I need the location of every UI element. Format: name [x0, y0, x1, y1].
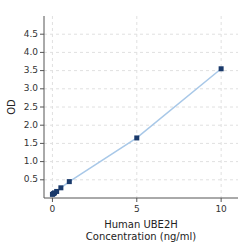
grid-line-y — [44, 70, 238, 71]
grid-line-y — [44, 52, 238, 53]
grid-line-y — [44, 125, 238, 126]
grid-line-y — [44, 143, 238, 144]
tick-y — [40, 179, 44, 180]
grid-line-x — [52, 16, 53, 198]
tick-label-y: 4.0 — [24, 47, 39, 57]
tick-y — [40, 70, 44, 71]
tick-y — [40, 88, 44, 89]
tick-label-x: 5 — [134, 204, 140, 214]
axis-y — [44, 16, 45, 198]
plot-area — [50, 66, 224, 197]
tick-label-y: 2.0 — [24, 120, 39, 130]
grid — [44, 16, 238, 198]
tick-label-y: 3.5 — [24, 65, 38, 75]
tick-x — [221, 198, 222, 202]
y-axis-label: OD — [6, 99, 17, 115]
grid-line-y — [44, 34, 238, 35]
data-point — [58, 185, 63, 190]
tick-label-x: 0 — [50, 204, 56, 214]
data-point — [67, 179, 72, 184]
tick-label-y: 2.5 — [24, 102, 38, 112]
grid-line-y — [44, 88, 238, 89]
tick-label-y: 3.0 — [24, 83, 39, 93]
grid-line-x — [136, 16, 137, 198]
tick-x — [136, 198, 137, 202]
tick-y — [40, 161, 44, 162]
tick-y — [40, 34, 44, 35]
tick-y — [40, 52, 44, 53]
tick-y — [40, 143, 44, 144]
tick-label-y: 4.5 — [24, 29, 38, 39]
axis-x — [44, 198, 238, 199]
data-line — [52, 69, 221, 195]
axes: 0.5 1.0 1.5 2.0 2.5 3.0 3.5 4.0 4.5 0 5 10 — [24, 16, 238, 214]
tick-y — [40, 125, 44, 126]
tick-x — [52, 198, 53, 202]
x-axis-label-line: Human UBE2H — [104, 219, 178, 230]
grid-line-y — [44, 161, 238, 162]
tick-label-y: 1.5 — [24, 138, 38, 148]
tick-label-x: 10 — [215, 204, 227, 214]
data-point — [219, 66, 224, 71]
data-point — [134, 135, 139, 140]
grid-line-y — [44, 107, 238, 108]
chart: 0.5 1.0 1.5 2.0 2.5 3.0 3.5 4.0 4.5 0 5 10 Human UBE… — [0, 0, 250, 250]
grid-line-x — [221, 16, 222, 198]
x-axis-label: Human UBE2HConcentration (ng/ml) — [86, 219, 196, 242]
x-axis-label-line: Concentration (ng/ml) — [86, 231, 196, 242]
tick-label-y: 1.0 — [24, 156, 39, 166]
tick-label-y: 0.5 — [24, 174, 38, 184]
tick-y — [40, 107, 44, 108]
